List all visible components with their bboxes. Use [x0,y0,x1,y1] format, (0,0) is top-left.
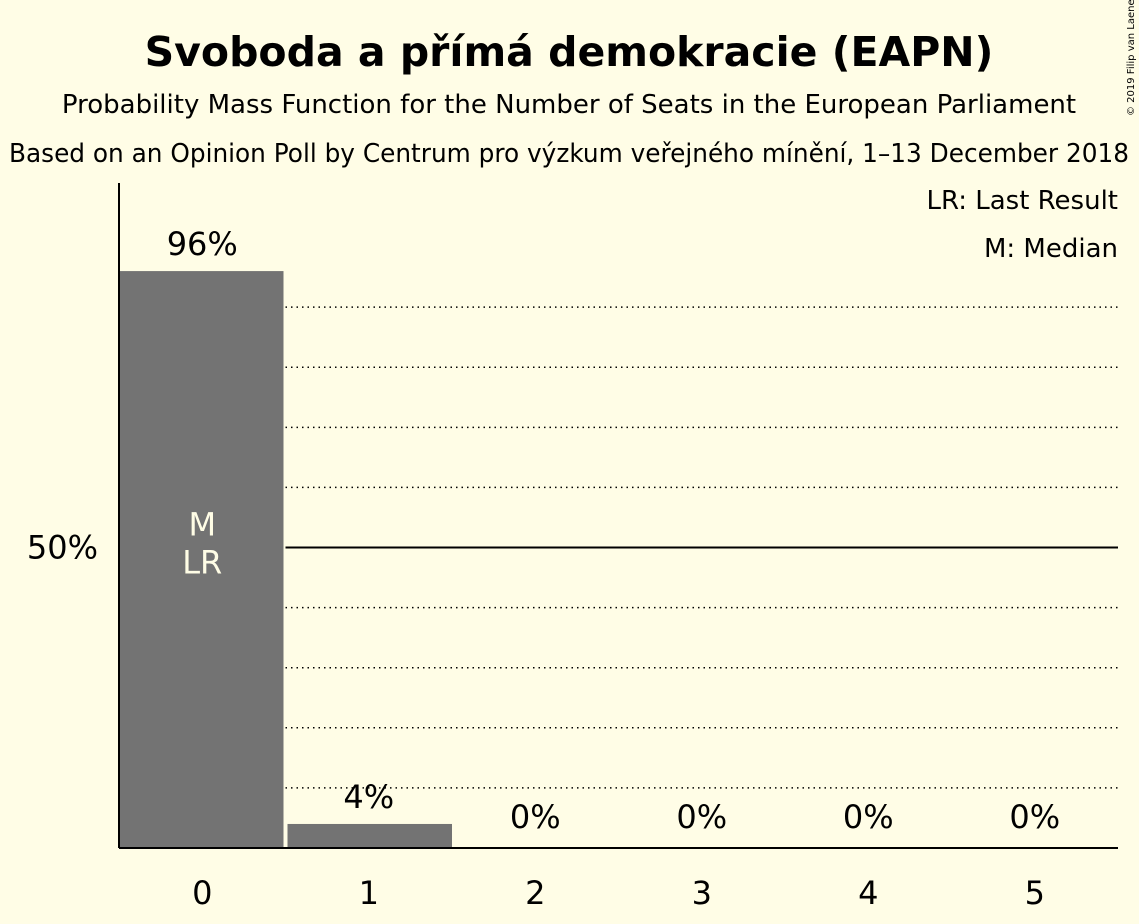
x-tick-label-0: 0 [192,874,212,912]
data-label-0: 96% [167,225,238,263]
bar-annotation-lr: LR [182,544,222,582]
x-tick-label-2: 2 [525,874,545,912]
x-tick-label-3: 3 [692,874,712,912]
data-label-5: 0% [1009,798,1060,836]
data-labels: 96% 4% 0% 0% 0% 0% MLR [167,225,1060,836]
data-label-4: 0% [843,798,894,836]
x-tick-label-1: 1 [359,874,379,912]
x-tick-label-4: 4 [858,874,878,912]
chart-source: Based on an Opinion Poll by Centrum pro … [9,139,1129,169]
bar-1 [287,823,452,848]
bar-0 [119,271,284,849]
gridlines [285,306,1118,789]
chart-subtitle: Probability Mass Function for the Number… [62,90,1076,120]
chart-title: Svoboda a přímá demokracie (EAPN) [145,28,994,76]
copyright-notice: © 2019 Filip van Laenen [1126,0,1137,116]
legend-last-result: LR: Last Result [926,186,1118,216]
axes: 0 1 2 3 4 5 50% [27,183,1118,912]
x-tick-label-5: 5 [1025,874,1045,912]
data-label-3: 0% [676,798,727,836]
legend-median: M: Median [984,234,1118,264]
data-label-1: 4% [343,778,394,816]
bar-annotation-m: M [188,506,216,544]
bars [119,271,452,849]
y-tick-label-50: 50% [27,529,98,567]
data-label-2: 0% [510,798,561,836]
